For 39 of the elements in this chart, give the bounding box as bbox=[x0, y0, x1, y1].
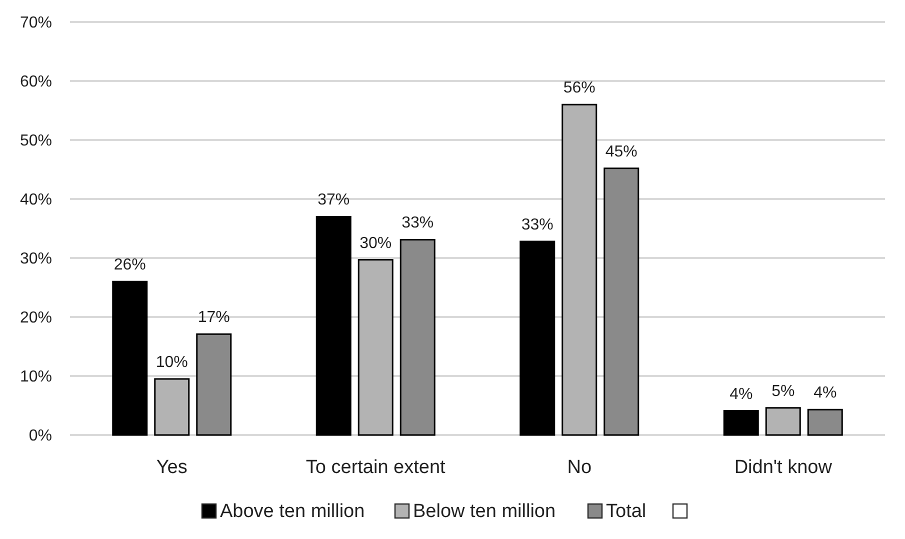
bar bbox=[604, 168, 640, 436]
bar bbox=[562, 104, 598, 436]
data-label: 33% bbox=[521, 216, 554, 234]
data-label: 45% bbox=[605, 143, 638, 160]
x-tick-label: No bbox=[567, 457, 592, 478]
y-tick-label: 40% bbox=[20, 192, 52, 209]
legend-label: Below ten million bbox=[413, 501, 556, 522]
bar bbox=[520, 240, 556, 436]
y-tick-label: 10% bbox=[20, 368, 52, 386]
data-label: 30% bbox=[360, 234, 392, 252]
data-label: 4% bbox=[814, 384, 837, 402]
y-tick-label: 20% bbox=[20, 310, 52, 327]
bar bbox=[400, 238, 436, 436]
y-tick-label: 50% bbox=[20, 132, 52, 150]
data-label: 56% bbox=[563, 80, 596, 97]
y-tick-label: 70% bbox=[20, 14, 52, 32]
y-tick-label: 60% bbox=[20, 74, 52, 91]
bar bbox=[723, 410, 759, 436]
data-label: 17% bbox=[198, 309, 230, 326]
legend-label: Total bbox=[606, 501, 646, 522]
bar bbox=[358, 259, 394, 436]
data-label: 5% bbox=[772, 382, 795, 400]
bar bbox=[112, 280, 148, 436]
data-label: 10% bbox=[156, 354, 188, 371]
bar bbox=[807, 408, 843, 436]
bar bbox=[196, 333, 232, 436]
x-tick-label: Didn't know bbox=[734, 457, 832, 478]
data-label: 26% bbox=[114, 256, 146, 274]
bar bbox=[765, 407, 801, 436]
data-label: 4% bbox=[730, 386, 753, 403]
data-label: 37% bbox=[318, 192, 350, 209]
x-tick-label: To certain extent bbox=[306, 457, 446, 478]
legend-label: Above ten million bbox=[220, 501, 365, 522]
y-tick-label: 30% bbox=[20, 250, 52, 268]
x-tick-label: Yes bbox=[156, 457, 188, 478]
bar bbox=[316, 216, 352, 436]
bar bbox=[154, 378, 190, 436]
y-tick-label: 0% bbox=[28, 428, 52, 445]
data-label: 33% bbox=[402, 214, 434, 232]
